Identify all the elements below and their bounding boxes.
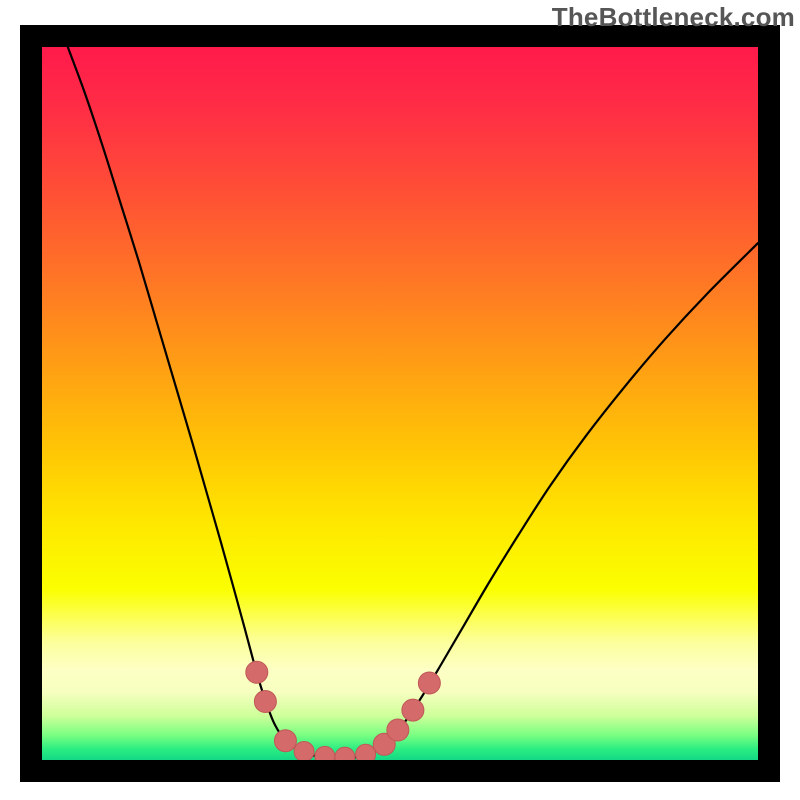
curve-marker [246, 661, 268, 683]
curve-marker [274, 730, 296, 752]
curve-marker [387, 719, 409, 741]
curve-marker [418, 672, 440, 694]
bottleneck-curve-chart [42, 47, 758, 760]
curve-marker [254, 691, 276, 713]
curve-marker [402, 699, 424, 721]
watermark-text: TheBottleneck.com [552, 2, 795, 33]
curve-marker [356, 744, 376, 760]
curve-marker [294, 741, 314, 760]
chart-background [42, 47, 758, 760]
